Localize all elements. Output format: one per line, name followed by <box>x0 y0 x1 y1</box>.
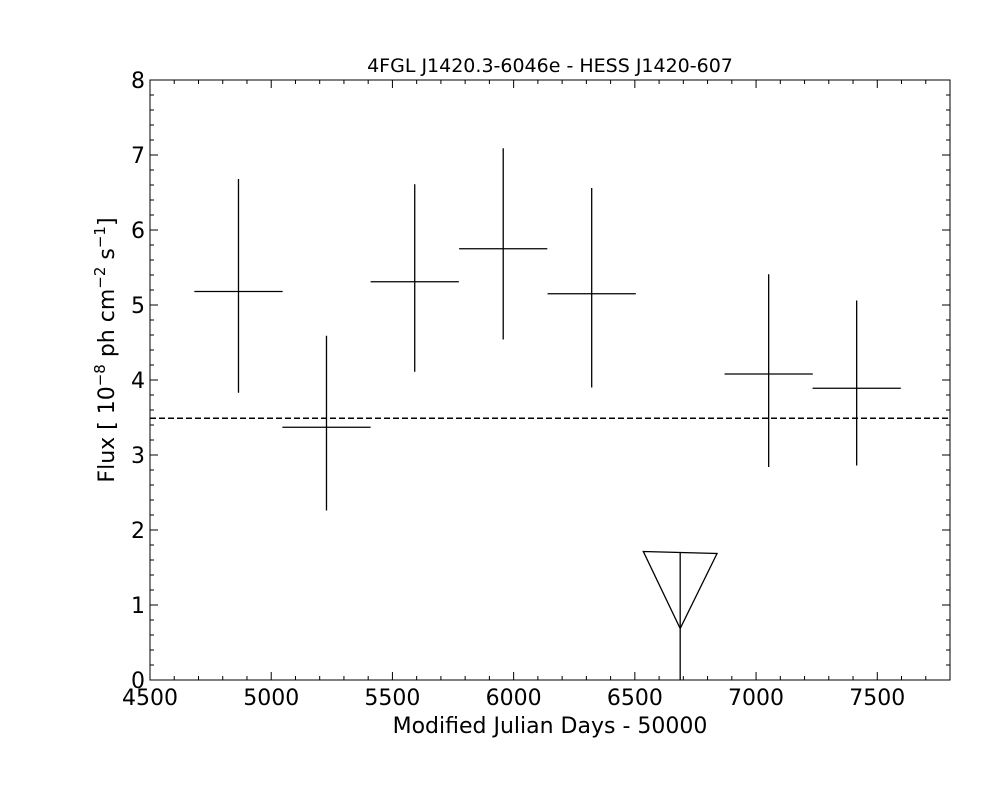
x-tick-label: 5500 <box>364 686 420 711</box>
data-point <box>370 184 459 372</box>
x-axis-label: Modified Julian Days - 50000 <box>393 714 708 739</box>
x-tick-label: 4500 <box>122 686 178 711</box>
x-tick-label: 6500 <box>607 686 663 711</box>
y-tick-label: 8 <box>131 69 145 94</box>
plot-frame <box>149 79 951 681</box>
data-point <box>812 300 901 466</box>
axis-ticks <box>149 79 951 681</box>
data-marks <box>150 148 950 680</box>
data-point <box>547 188 636 388</box>
y-tick-label: 6 <box>131 219 145 244</box>
y-tick-label: 2 <box>131 519 145 544</box>
y-axis-label: Flux [ 10−8 ph cm−2 s−1] <box>91 217 120 482</box>
data-point <box>459 148 548 340</box>
data-point <box>724 274 813 467</box>
y-tick-label: 5 <box>131 294 145 319</box>
x-tick-label: 5000 <box>243 686 299 711</box>
upper-limit-arrow <box>642 550 719 630</box>
upper-limit <box>642 550 719 680</box>
tick-labels: 4500 5000 5500 6000 6500 7000 7500 0 1 2 3 4 5 6 7 8 <box>122 69 905 711</box>
x-tick-label: 6000 <box>486 686 542 711</box>
y-tick-label: 4 <box>131 369 145 394</box>
y-tick-label: 3 <box>131 444 145 469</box>
y-tick-label: 7 <box>131 144 145 169</box>
x-tick-label: 7500 <box>849 686 905 711</box>
x-tick-label: 7000 <box>728 686 784 711</box>
data-point <box>194 179 283 393</box>
y-tick-label: 0 <box>131 669 145 694</box>
data-point <box>282 335 371 511</box>
chart-title: 4FGL J1420.3-6046e - HESS J1420-607 <box>367 55 733 77</box>
y-tick-label: 1 <box>131 594 145 619</box>
